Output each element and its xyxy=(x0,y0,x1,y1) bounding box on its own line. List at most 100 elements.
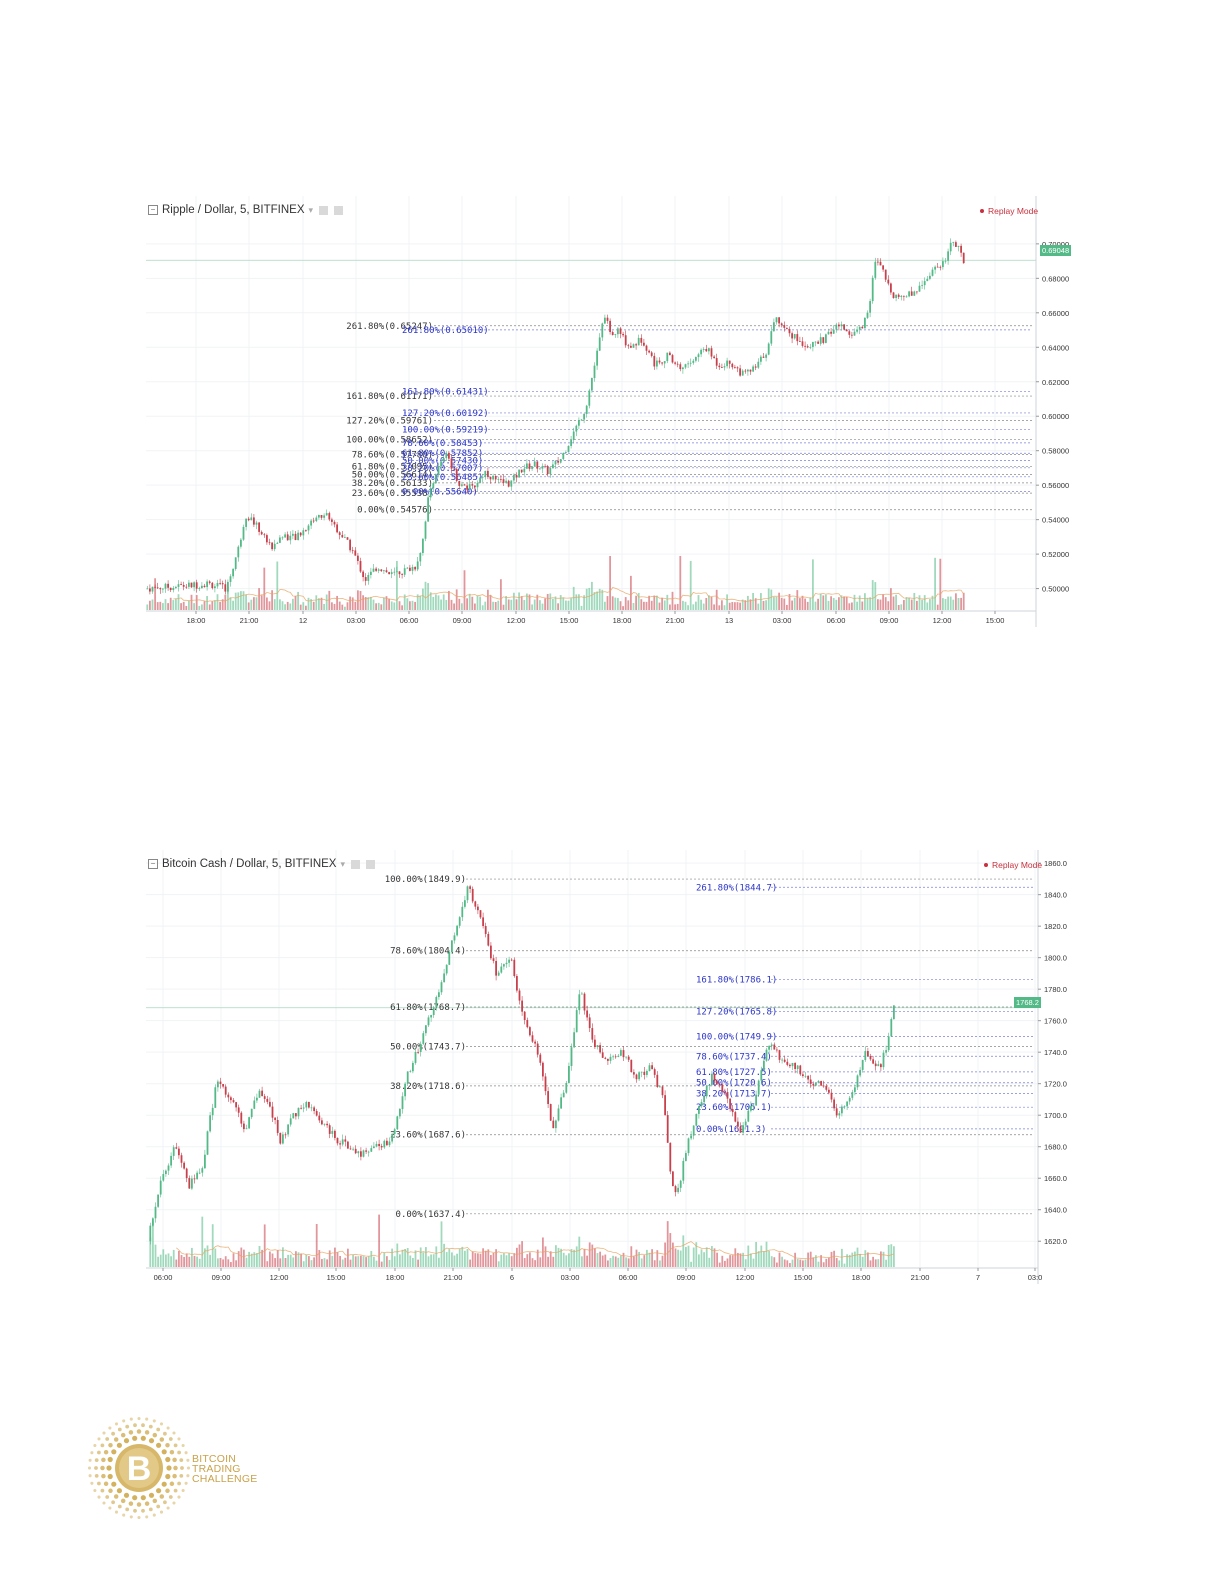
candle-body xyxy=(305,1102,308,1108)
replay-mode-badge[interactable]: Replay Mode xyxy=(980,206,1038,216)
candle-body xyxy=(380,1146,383,1148)
volume-bar xyxy=(856,1247,859,1267)
volume-bar xyxy=(217,1258,219,1267)
volume-bar xyxy=(292,598,294,610)
volume-bar xyxy=(585,588,588,610)
y-tick-label: 1820.0 xyxy=(1044,922,1067,931)
volume-bar xyxy=(297,591,299,610)
candle-body xyxy=(224,584,227,592)
volume-bar xyxy=(146,604,149,610)
candle-body xyxy=(442,458,445,462)
chevron-down-icon[interactable]: ▾ xyxy=(340,858,346,869)
logo-dot xyxy=(107,1456,113,1463)
settings-icon[interactable] xyxy=(319,205,329,215)
volume-bar xyxy=(872,1256,874,1267)
chevron-down-icon[interactable]: ▾ xyxy=(308,204,314,215)
volume-bar xyxy=(955,593,957,610)
settings-icon[interactable] xyxy=(351,859,361,869)
volume-bar xyxy=(442,594,445,610)
volume-bar xyxy=(451,1252,453,1267)
volume-bar xyxy=(206,596,208,610)
candle-body xyxy=(479,477,481,483)
volume-bar xyxy=(651,1249,653,1267)
logo-dot xyxy=(120,1498,126,1504)
logo-dot xyxy=(90,1481,94,1485)
candle-body xyxy=(890,283,892,293)
volume-bar xyxy=(271,590,273,610)
candle-body xyxy=(510,959,513,961)
candle-body xyxy=(292,1113,295,1119)
ripple-chart[interactable]: 0.70000 0.68000 0.66000 0.64000 0.62000 0.600… xyxy=(146,196,1074,628)
volume-bar xyxy=(315,595,318,610)
volume-bar xyxy=(856,601,858,610)
volume-bar xyxy=(858,595,861,610)
candle-body xyxy=(549,1104,552,1121)
bitcoin-cash-chart[interactable]: 1860.0 1840.0 1820.0 1800.0 1780.0 1760.0 1740… xyxy=(146,850,1067,1284)
candle-body xyxy=(497,478,500,480)
volume-bar xyxy=(580,605,583,610)
close-icon[interactable] xyxy=(334,205,344,215)
candle-body xyxy=(812,341,814,347)
volume-bar xyxy=(692,1247,695,1267)
volume-bar xyxy=(440,599,442,610)
candle-body xyxy=(279,537,281,543)
volume-bar xyxy=(744,1259,747,1267)
volume-bar xyxy=(794,1252,796,1267)
candle-body xyxy=(536,1043,539,1055)
candle-body xyxy=(271,1106,274,1118)
logo-dot xyxy=(102,1501,106,1505)
candle-body xyxy=(528,463,531,469)
candle-body xyxy=(255,522,258,525)
volume-bar xyxy=(581,1256,583,1267)
candle-body xyxy=(326,1123,328,1126)
candle-body xyxy=(637,337,640,346)
candle-body xyxy=(214,1087,217,1108)
volume-bar xyxy=(253,597,255,610)
volume-bar xyxy=(414,601,416,610)
candle-body xyxy=(526,463,528,469)
volume-bar xyxy=(266,1261,269,1267)
candle-body xyxy=(466,485,468,490)
candle-body xyxy=(872,1059,874,1064)
candle-body xyxy=(565,452,567,453)
candle-body xyxy=(651,1065,653,1070)
volume-bar xyxy=(487,1249,490,1267)
candle-body xyxy=(281,537,284,539)
volume-bar xyxy=(453,1255,456,1267)
volume-bar xyxy=(204,1248,206,1267)
candle-body xyxy=(858,326,861,330)
replay-mode-badge[interactable]: Replay Mode xyxy=(984,860,1042,870)
candle-body xyxy=(781,1059,783,1061)
volume-bar xyxy=(721,1255,724,1267)
fib-level-label-right: 50.00%(1720.6) xyxy=(696,1079,772,1089)
logo-dot xyxy=(105,1437,110,1441)
volume-bar xyxy=(378,1214,380,1267)
volume-bar xyxy=(663,600,666,610)
candle-body xyxy=(364,577,367,581)
volume-bar xyxy=(791,1259,794,1267)
candle-body xyxy=(273,543,276,550)
ripple-chart-canvas[interactable]: 0.70000 0.68000 0.66000 0.64000 0.62000 0.600… xyxy=(146,196,1074,628)
close-icon[interactable] xyxy=(366,859,376,869)
fib-level-label-right: 261.80%(1844.7) xyxy=(696,883,777,893)
candle-body xyxy=(204,1154,206,1169)
candle-body xyxy=(477,906,479,911)
volume-bar xyxy=(549,593,552,610)
y-tick-label: 0.50000 xyxy=(1042,585,1069,594)
volume-bar xyxy=(224,1256,227,1267)
volume-bar xyxy=(729,1255,731,1267)
candle-body xyxy=(258,1090,261,1098)
collapse-icon[interactable]: − xyxy=(148,859,158,869)
volume-bar xyxy=(159,1254,162,1267)
volume-bar xyxy=(809,1251,812,1267)
candle-body xyxy=(913,291,916,296)
volume-bar xyxy=(832,597,835,610)
candle-body xyxy=(357,555,359,561)
collapse-icon[interactable]: − xyxy=(148,205,158,215)
candle-body xyxy=(297,1107,300,1117)
candle-body xyxy=(682,1160,685,1181)
candlesticks xyxy=(149,884,895,1245)
bitcoin-cash-chart-canvas[interactable]: 1860.0 1840.0 1820.0 1800.0 1780.0 1760.0 1740… xyxy=(146,850,1067,1284)
volume-bar xyxy=(713,604,715,610)
candle-body xyxy=(490,945,492,959)
